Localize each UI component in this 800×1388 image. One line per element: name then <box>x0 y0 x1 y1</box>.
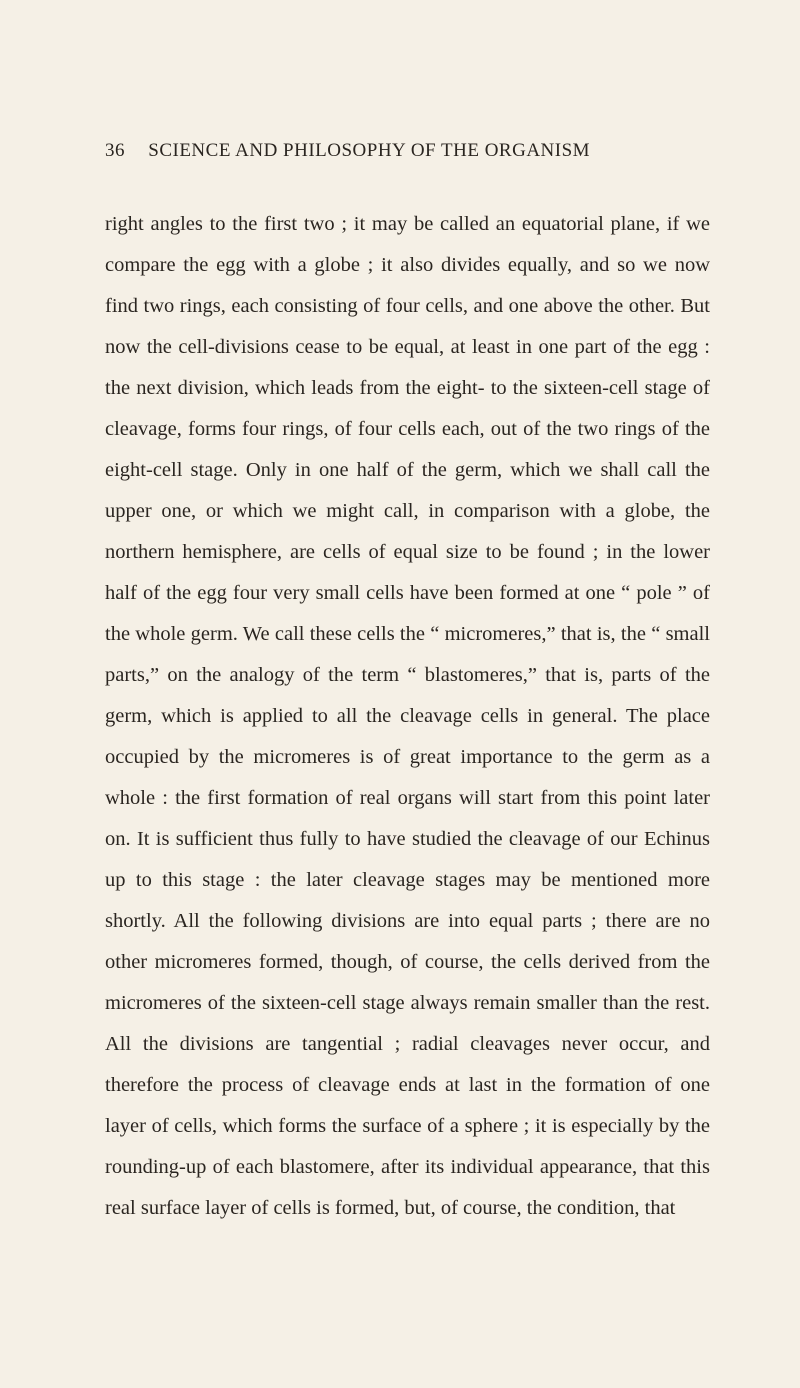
body-paragraph: right angles to the first two ; it may b… <box>105 204 710 1229</box>
page-header: 36 SCIENCE AND PHILOSOPHY OF THE ORGANIS… <box>105 140 710 162</box>
book-page: 36 SCIENCE AND PHILOSOPHY OF THE ORGANIS… <box>0 0 800 1309</box>
page-number: 36 <box>105 140 125 162</box>
header-title: SCIENCE AND PHILOSOPHY OF THE ORGANISM <box>148 140 590 162</box>
